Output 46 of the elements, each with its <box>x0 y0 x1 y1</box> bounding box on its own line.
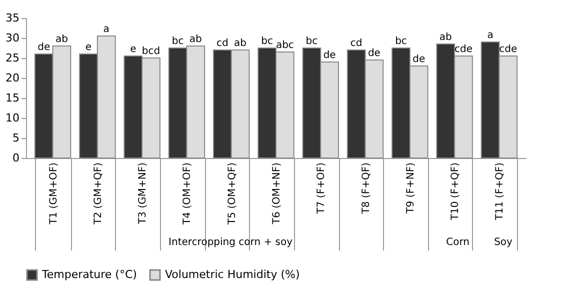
data-label: ab <box>439 32 452 43</box>
data-label: ab <box>189 34 202 45</box>
y-tick-label: 10 <box>6 112 20 124</box>
data-label: bcd <box>142 46 160 57</box>
text: Corn <box>446 237 470 248</box>
x-tick-label: T5 (OM+QF) <box>226 162 238 226</box>
y-tick-label: 20 <box>6 72 20 84</box>
data-label: ab <box>234 38 247 49</box>
y-tick-label: 30 <box>6 32 20 44</box>
x-tick-label: T3 (GM+NF) <box>138 162 149 225</box>
y-tick-label: 5 <box>12 132 20 144</box>
legend-label: Volumetric Humidity (%) <box>165 268 300 281</box>
data-label: de <box>38 42 50 53</box>
legend-label: Temperature (°C) <box>41 268 137 281</box>
data-label: bc <box>306 36 318 47</box>
data-label: bc <box>261 36 273 47</box>
data-label: de <box>368 48 380 59</box>
y-tick-label: 15 <box>6 92 20 104</box>
data-label: cde <box>499 44 518 55</box>
data-label: cde <box>454 44 472 55</box>
data-label: a <box>103 24 110 35</box>
y-tick-label: 35 <box>6 12 20 24</box>
x-tick-label: T7 (F+OF) <box>316 162 328 215</box>
data-label: ab <box>55 34 68 45</box>
data-label: de <box>323 50 336 61</box>
text: Intercropping corn + soy <box>168 237 293 248</box>
x-tick-label: T10 (F+QF) <box>450 162 462 222</box>
x-tick-label: T6 (OM+NF) <box>272 162 282 226</box>
x-tick-label: T1 (GM+OF) <box>48 162 60 226</box>
data-label: cd <box>216 38 228 49</box>
x-tick-label: T8 (F+QF) <box>360 162 372 215</box>
data-label: bc <box>172 36 184 47</box>
data-label: cd <box>350 38 362 49</box>
text: Soy <box>494 237 513 248</box>
x-tick-label: T11 (F+QF) <box>494 162 506 222</box>
x-tick-label: T2 (GM+QF) <box>92 162 104 226</box>
data-label: e <box>130 44 136 55</box>
data-label: e <box>85 42 92 53</box>
data-label: de <box>412 54 426 65</box>
x-tick-label: T4 (OM+OF) <box>182 162 194 226</box>
y-tick-label: 25 <box>6 52 20 64</box>
data-label: bc <box>395 36 407 47</box>
x-tick-label: T9 (F+NF) <box>405 162 416 214</box>
y-tick-label: 0 <box>12 152 20 164</box>
data-label: abc <box>276 40 294 51</box>
data-label: a <box>487 30 494 41</box>
